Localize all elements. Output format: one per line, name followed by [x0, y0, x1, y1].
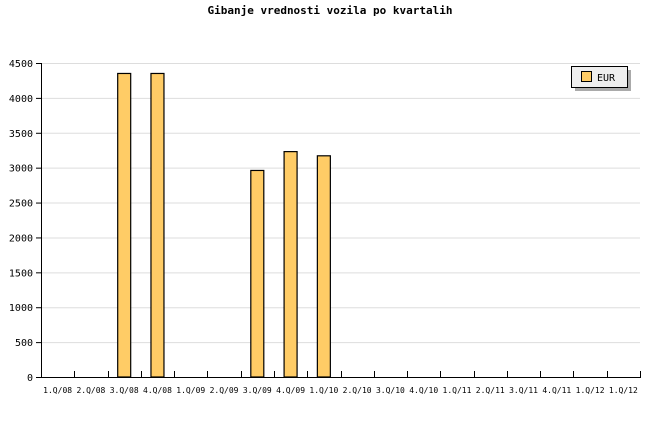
- x-tick-label: 2.Q/09: [210, 386, 239, 395]
- y-tick-label: 2000: [9, 233, 33, 244]
- y-tick-label: 2500: [9, 199, 33, 210]
- x-tick-label: 2.Q/11: [476, 386, 505, 395]
- x-tick-label: 3.Q/08: [110, 386, 139, 395]
- bar: [316, 155, 331, 378]
- x-tick-label: 4.Q/11: [542, 386, 571, 395]
- legend-label: EUR: [597, 73, 616, 84]
- y-tick-label: 0: [27, 373, 33, 384]
- x-tick-label: 1.Q/08: [43, 386, 72, 395]
- x-tick-label: 3.Q/10: [376, 386, 405, 395]
- x-tick-label: 1.Q/12: [576, 386, 605, 395]
- x-tick-label: 1.Q/11: [443, 386, 472, 395]
- x-tick-label: 3.Q/09: [243, 386, 272, 395]
- chart-title: Gibanje vrednosti vozila po kvartalih: [207, 4, 453, 17]
- y-tick-label: 4500: [9, 59, 33, 70]
- bar: [250, 169, 265, 378]
- legend-swatch: [581, 71, 592, 82]
- bar: [117, 72, 132, 378]
- bar: [150, 72, 165, 378]
- x-tick-label: 1.Q/09: [176, 386, 205, 395]
- x-tick-label: 1.Q/12: [609, 386, 638, 395]
- y-tick-label: 500: [15, 338, 33, 349]
- y-tick-label: 4000: [9, 94, 33, 105]
- x-tick-label: 4.Q/08: [143, 386, 172, 395]
- y-tick-label: 1000: [9, 303, 33, 314]
- bar: [283, 151, 298, 378]
- x-tick-label: 1.Q/10: [309, 386, 338, 395]
- x-tick-label: 4.Q/10: [409, 386, 438, 395]
- y-tick-label: 3500: [9, 129, 33, 140]
- x-tick-label: 2.Q/08: [76, 386, 105, 395]
- x-tick-label: 3.Q/11: [509, 386, 538, 395]
- x-tick-label: 4.Q/09: [276, 386, 305, 395]
- y-tick-label: 1500: [9, 268, 33, 279]
- x-tick-label: 2.Q/10: [343, 386, 372, 395]
- y-tick-label: 3000: [9, 164, 33, 175]
